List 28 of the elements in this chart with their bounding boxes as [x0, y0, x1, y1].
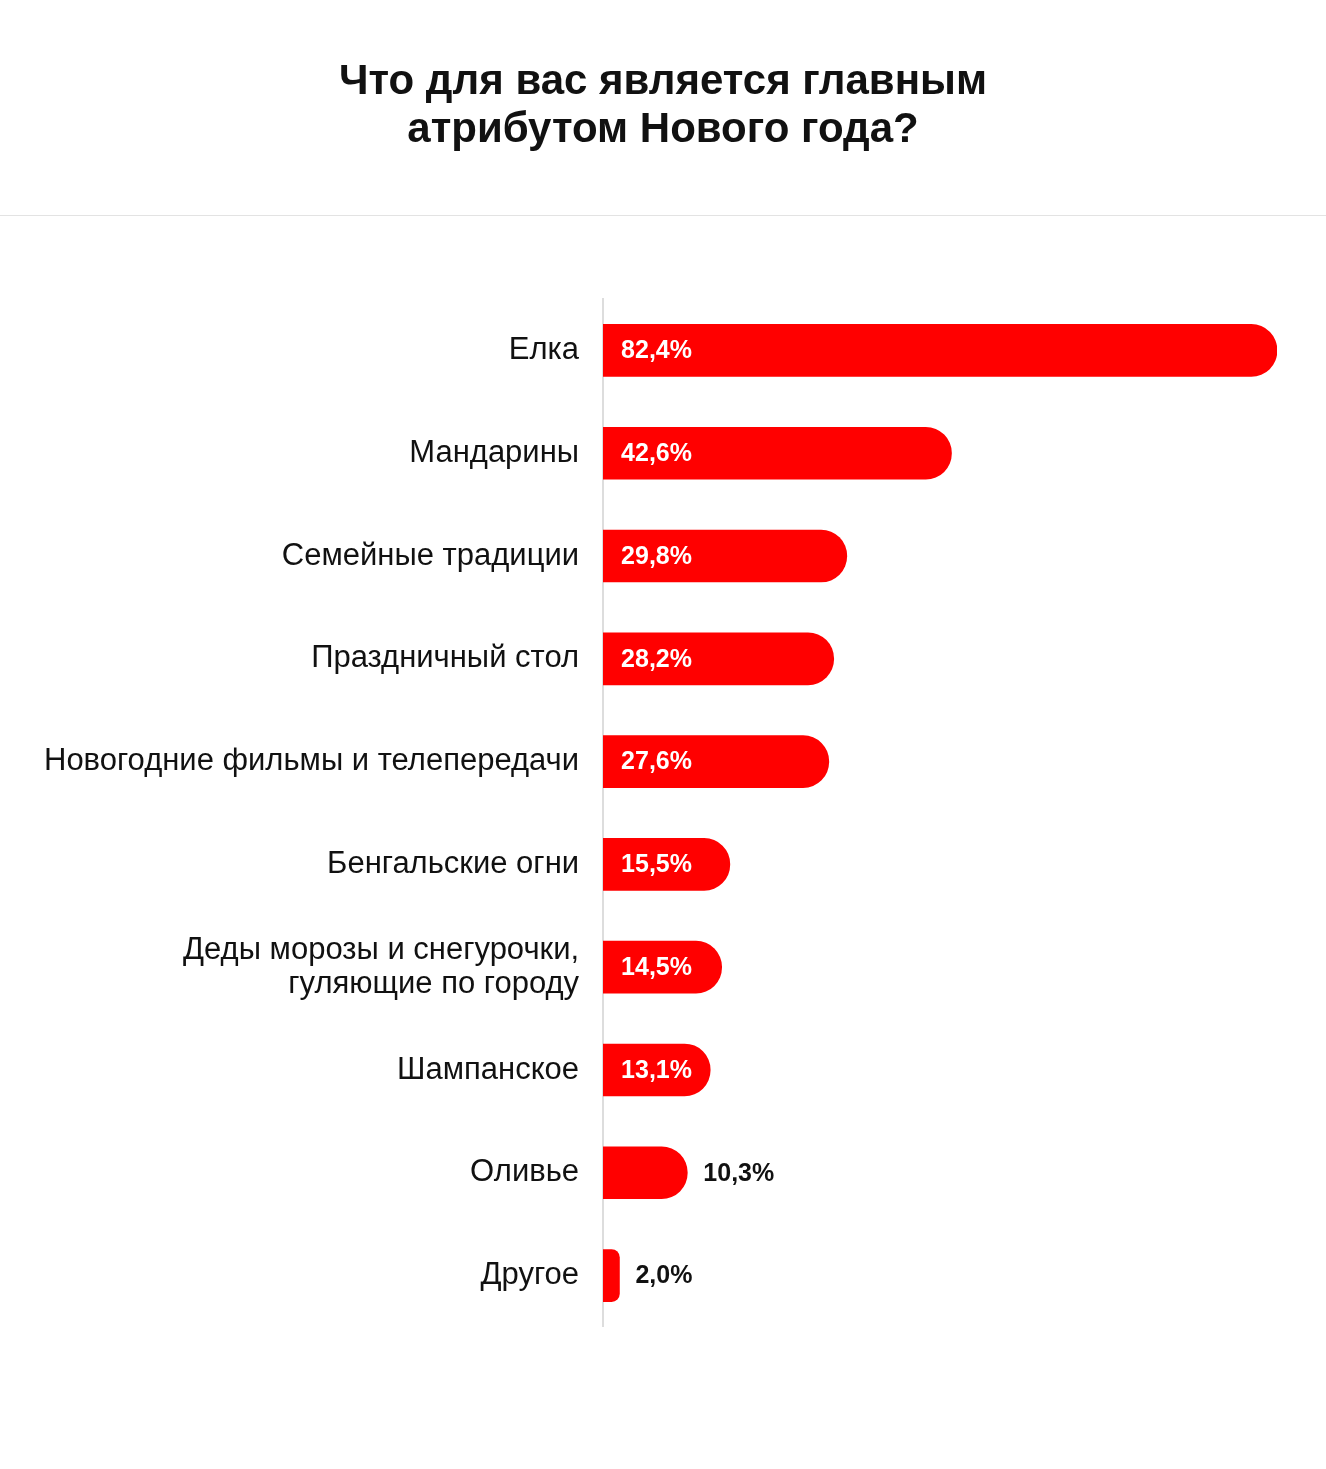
y-tick-label: Новогодние фильмы и телепередачи — [43, 742, 580, 778]
bar — [603, 529, 848, 583]
y-tick-label: Другое — [480, 1256, 580, 1292]
bar — [603, 1146, 688, 1200]
y-tick-label: Елка — [508, 330, 580, 366]
y-tick-label: Семейные традиции — [281, 536, 580, 572]
data-label: 13,1% — [621, 1054, 692, 1083]
data-label: 27,6% — [621, 746, 692, 775]
y-tick-label: Оливье — [470, 1153, 580, 1189]
data-label: 29,8% — [621, 540, 692, 569]
y-tick-label: Мандарины — [409, 433, 580, 469]
bar — [603, 735, 830, 788]
data-label: 2,0% — [635, 1260, 693, 1289]
y-tick-label: Шампанское — [397, 1050, 580, 1086]
bar — [603, 324, 1277, 377]
data-label: 10,3% — [703, 1157, 775, 1186]
y-tick-label: Бенгальские огни — [327, 844, 580, 880]
data-label: 14,5% — [621, 952, 692, 981]
bar — [603, 426, 952, 480]
y-tick-label: Деды морозы и снегурочки, гуляющие по городу — [183, 930, 580, 1000]
bar — [603, 1249, 620, 1302]
data-label: 15,5% — [621, 849, 692, 878]
chart-title: Что для вас является главным атрибутом Нового года? — [338, 56, 988, 152]
data-label: 82,4% — [621, 335, 692, 364]
y-tick-label: Праздничный стол — [311, 639, 580, 675]
bar — [603, 632, 835, 686]
data-label: 42,6% — [621, 438, 692, 467]
data-label: 28,2% — [621, 643, 692, 672]
